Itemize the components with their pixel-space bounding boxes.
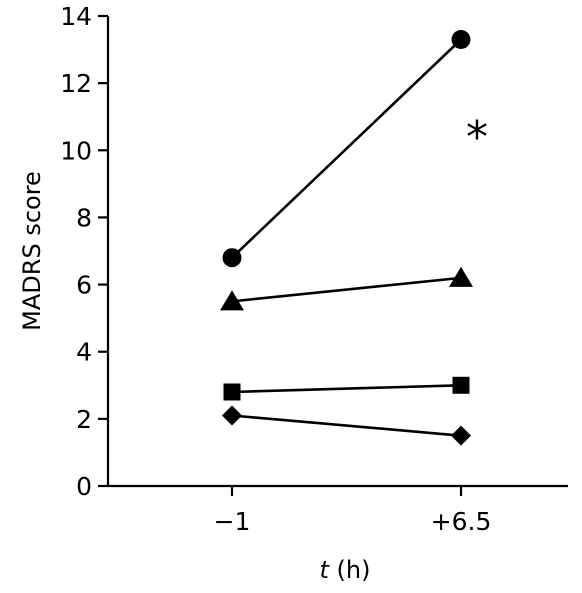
x-axis-label-unit: (h) [329, 556, 371, 584]
annotation-group: * [466, 112, 488, 163]
series-line-square [231, 383, 462, 394]
y-ticks: 0 2 4 6 8 10 12 14 [60, 2, 108, 501]
series-line-diamond [231, 414, 462, 437]
data-point-square [223, 383, 241, 401]
data-point-triangle [220, 290, 244, 311]
y-axis-label: MADRS score [18, 171, 46, 331]
x-axis-label: t (h) [320, 556, 371, 584]
y-tick-label: 2 [76, 405, 92, 434]
data-point-circle [451, 30, 471, 49]
x-tick-label: −1 [214, 507, 251, 536]
series-line-triangle [231, 276, 462, 303]
x-axis-label-variable: t [320, 556, 331, 584]
y-tick-label: 0 [76, 472, 92, 501]
x-tick-label: +6.5 [431, 507, 492, 536]
y-tick-label: 14 [60, 2, 92, 31]
x-ticks: −1 +6.5 [214, 486, 492, 536]
y-tick-label: 10 [60, 136, 92, 165]
data-point-square [452, 376, 470, 394]
series-group [220, 30, 473, 446]
y-tick-label: 6 [76, 271, 92, 300]
y-tick-label: 8 [76, 203, 92, 232]
y-tick-label: 4 [76, 338, 92, 367]
data-point-diamond [222, 405, 242, 426]
y-tick-label: 12 [60, 69, 92, 98]
series-line-circle [231, 38, 462, 259]
significance-asterisk: * [466, 112, 488, 163]
data-point-circle [222, 248, 242, 268]
data-point-triangle [449, 266, 473, 287]
data-point-diamond [451, 425, 471, 446]
